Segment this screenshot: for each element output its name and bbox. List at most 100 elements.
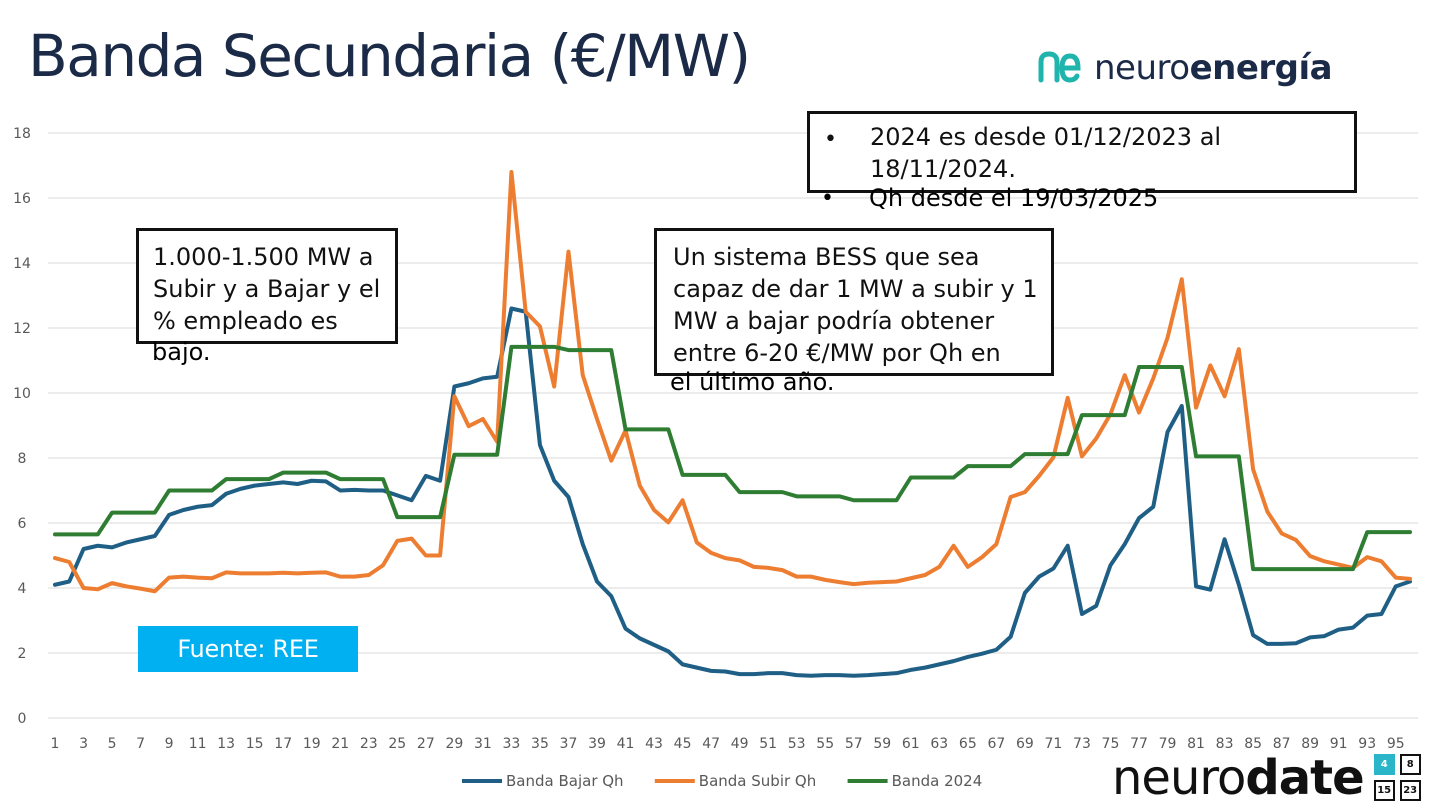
source-badge: Fuente: REE <box>138 626 358 672</box>
x-tick-label: 1 <box>51 736 60 752</box>
x-tick-label: 29 <box>445 736 463 752</box>
y-tick-label: 4 <box>18 581 27 597</box>
x-tick-label: 73 <box>1073 736 1091 752</box>
calendar-cell: 8 <box>1399 754 1421 775</box>
x-tick-label: 11 <box>189 736 207 752</box>
footer-logo: neurodate 4 8 15 23 <box>1112 748 1422 808</box>
y-tick-label: 0 <box>18 711 27 727</box>
x-tick-label: 3 <box>79 736 88 752</box>
calendar-icon: 4 8 15 23 <box>1373 754 1422 802</box>
x-tick-label: 89 <box>1301 736 1319 752</box>
x-tick-label: 63 <box>930 736 948 752</box>
x-tick-label: 17 <box>274 736 292 752</box>
x-tick-label: 53 <box>788 736 806 752</box>
x-tick-label: 69 <box>1016 736 1034 752</box>
legend-label: Banda 2024 <box>892 772 983 790</box>
x-axis-ticks: 1 3 5 7 9 11 13 15 17 19 21 23 25 27 29 31 33 35 37 39 41 43 4… <box>51 736 1405 752</box>
x-tick-label: 19 <box>303 736 321 752</box>
footer-brand-suffix: date <box>1245 750 1364 806</box>
note-line: 1.000-1.500 MW a <box>153 243 374 271</box>
x-tick-label: 7 <box>136 736 145 752</box>
x-tick-label: 31 <box>474 736 492 752</box>
x-tick-label: 81 <box>1187 736 1205 752</box>
note-line: Un sistema BESS que sea <box>673 243 980 271</box>
x-tick-label: 33 <box>503 736 521 752</box>
brand-name-suffix: energía <box>1189 48 1333 88</box>
note-box-periods: • 2024 es desde 01/12/2023 al 18/11/2024… <box>807 111 1357 193</box>
y-tick-label: 16 <box>13 191 31 207</box>
brand-logo: neuroenergía <box>1036 46 1333 90</box>
note-line: % empleado es <box>153 307 338 335</box>
note-line: Subir y a Bajar y el <box>153 275 381 303</box>
x-tick-label: 9 <box>165 736 174 752</box>
x-tick-label: 13 <box>217 736 235 752</box>
legend-label: Banda Bajar Qh <box>506 772 624 790</box>
x-tick-label: 95 <box>1387 736 1405 752</box>
note-box-bess: Un sistema BESS que sea capaz de dar 1 M… <box>654 228 1054 376</box>
calendar-cell: 15 <box>1373 780 1395 801</box>
x-tick-label: 47 <box>702 736 720 752</box>
x-tick-label: 15 <box>246 736 264 752</box>
x-tick-label: 79 <box>1159 736 1177 752</box>
bullet-icon: • <box>821 186 834 211</box>
bullet-icon: • <box>824 127 837 152</box>
x-tick-label: 5 <box>108 736 117 752</box>
x-tick-label: 25 <box>388 736 406 752</box>
calendar-cell: 4 <box>1373 754 1395 775</box>
x-tick-label: 83 <box>1216 736 1234 752</box>
x-tick-label: 85 <box>1244 736 1262 752</box>
x-tick-label: 71 <box>1045 736 1063 752</box>
series-line <box>53 344 1412 572</box>
y-tick-label: 14 <box>13 256 31 272</box>
x-tick-label: 39 <box>588 736 606 752</box>
x-tick-label: 45 <box>674 736 692 752</box>
x-tick-label: 57 <box>845 736 863 752</box>
x-tick-label: 61 <box>902 736 920 752</box>
note-overflow-line: el último año. <box>670 368 835 396</box>
footer-brand-name: neurodate <box>1112 750 1365 806</box>
x-tick-label: 23 <box>360 736 378 752</box>
y-axis-ticks: 0 2 4 6 8 10 12 14 16 18 <box>13 126 31 727</box>
y-tick-label: 2 <box>18 646 27 662</box>
x-tick-label: 35 <box>531 736 549 752</box>
x-tick-label: 91 <box>1330 736 1348 752</box>
x-tick-label: 67 <box>987 736 1005 752</box>
x-tick-label: 21 <box>331 736 349 752</box>
brand-name-prefix: neuro <box>1094 48 1190 88</box>
y-tick-label: 6 <box>18 516 27 532</box>
note-overflow-line: Qh desde el 19/03/2025 <box>869 184 1159 212</box>
x-tick-label: 65 <box>959 736 977 752</box>
x-tick-label: 75 <box>1102 736 1120 752</box>
chart-series-lines <box>53 170 1412 678</box>
x-tick-label: 59 <box>873 736 891 752</box>
x-tick-label: 43 <box>645 736 663 752</box>
x-tick-label: 27 <box>417 736 435 752</box>
x-tick-label: 41 <box>617 736 635 752</box>
note-line: 2024 es desde 01/12/2023 al <box>870 123 1222 151</box>
series-line <box>53 170 1412 594</box>
brand-name: neuroenergía <box>1094 48 1333 88</box>
legend-label: Banda Subir Qh <box>699 772 816 790</box>
calendar-cell: 23 <box>1399 780 1421 801</box>
x-tick-label: 93 <box>1358 736 1376 752</box>
note-overflow-line: bajo. <box>152 338 211 366</box>
footer-brand-prefix: neuro <box>1112 750 1246 806</box>
x-tick-label: 37 <box>560 736 578 752</box>
y-tick-label: 8 <box>18 451 27 467</box>
neuroenergia-logo-icon <box>1038 51 1081 83</box>
chart-legend: Banda Bajar Qh Banda Subir Qh Banda 2024 <box>462 772 982 790</box>
y-tick-label: 18 <box>13 126 31 142</box>
x-tick-label: 51 <box>759 736 777 752</box>
x-tick-label: 49 <box>731 736 749 752</box>
note-line: 18/11/2024. <box>870 155 1016 183</box>
x-tick-label: 55 <box>816 736 834 752</box>
note-line: capaz de dar 1 MW a subir y 1 <box>673 275 1038 303</box>
note-box-capacity: 1.000-1.500 MW a Subir y a Bajar y el % … <box>136 228 398 344</box>
y-tick-label: 10 <box>13 386 31 402</box>
note-line: MW a bajar podría obtener <box>673 307 995 335</box>
page-title: Banda Secundaria (€/MW) <box>28 22 751 90</box>
note-line: entre 6-20 €/MW por Qh en <box>673 339 1001 367</box>
series-line <box>53 306 1412 678</box>
x-tick-label: 77 <box>1130 736 1148 752</box>
